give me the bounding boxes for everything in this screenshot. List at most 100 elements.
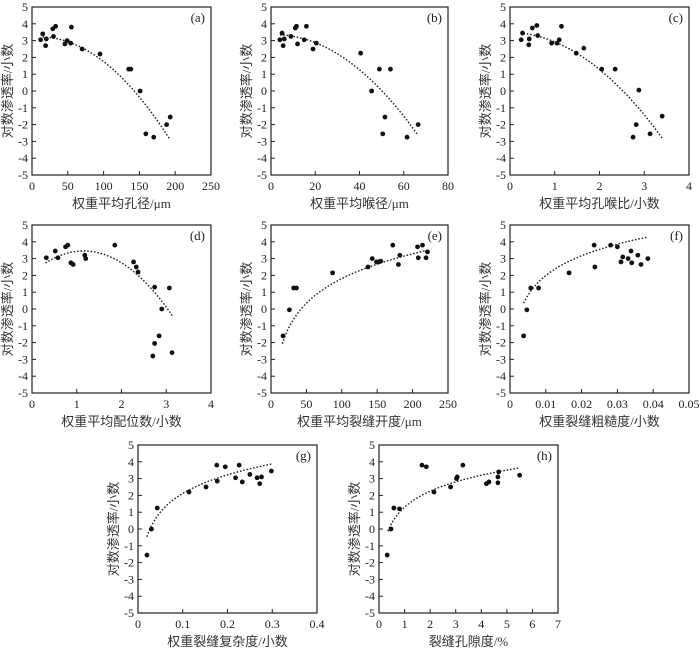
y-axis-label: 对数渗透率/小数 [478, 262, 493, 357]
y-tick-label: -3 [18, 134, 28, 148]
x-tick-label: 100 [333, 397, 351, 411]
data-point [495, 480, 501, 486]
x-tick-label: 0.1 [175, 617, 190, 631]
data-point [524, 307, 530, 313]
data-point [279, 30, 285, 36]
x-axis-label: 权重平均喉径/μm [310, 196, 409, 211]
data-point [268, 468, 274, 474]
y-tick-label: -3 [496, 352, 506, 366]
panel-label: (e) [428, 228, 442, 243]
x-tick-label: 2 [427, 617, 433, 631]
y-tick-label: -3 [257, 134, 267, 148]
y-tick-label: 4 [369, 455, 375, 469]
plot-frame [270, 224, 449, 394]
x-tick-label: 250 [439, 397, 457, 411]
y-tick-label: -2 [18, 336, 28, 350]
data-point [295, 41, 300, 47]
data-point [330, 270, 335, 276]
data-point [358, 50, 364, 56]
y-tick-label: 5 [261, 0, 267, 14]
y-tick-label: -4 [124, 589, 134, 603]
y-tick-label: 2 [128, 488, 134, 502]
y-tick-label: -1 [18, 319, 28, 333]
data-point [380, 131, 386, 137]
data-point [167, 114, 173, 120]
x-tick-label: 0 [29, 179, 35, 193]
data-point [612, 66, 618, 72]
subplot-e: 0 50 100 150 200 250 -5 -4 -3 -2 -1 0 1 2 3 4 5 权重平均裂缝开度/… [239, 218, 457, 429]
x-tick-label: 40 [354, 179, 366, 193]
y-tick-label: -1 [365, 539, 375, 553]
y-tick-label: 2 [261, 50, 267, 64]
y-tick-label: 3 [261, 34, 267, 48]
y-tick-label: -4 [18, 151, 28, 165]
data-point [159, 306, 165, 312]
data-point [615, 244, 620, 250]
subplot-g: 0 0.1 0.2 0.3 0.4 -5 -4 -3 -2 -1 0 1 2 3 4 5 权重裂缝复杂度/小数 对… [106, 438, 325, 649]
y-tick-label: -5 [124, 606, 134, 620]
y-tick-label: 2 [22, 50, 28, 64]
y-tick-label: 0 [22, 302, 28, 316]
subplot-b: 0 20 40 60 80 -5 -4 -3 -2 -1 0 1 2 3 4 5 权重平均喉径/μm 对数渗透率/… [239, 0, 454, 211]
x-tick-label: 150 [130, 179, 148, 193]
data-point [294, 285, 299, 291]
trend-line [279, 34, 418, 135]
data-point [79, 46, 85, 52]
data-point [630, 134, 636, 140]
y-axis-label: 对数渗透率/小数 [478, 44, 493, 139]
y-axis-label: 对数渗透率/小数 [0, 44, 15, 139]
data-point [517, 472, 523, 478]
trend-line [45, 250, 174, 318]
data-point [186, 489, 192, 495]
y-tick-label: 4 [500, 17, 506, 31]
data-point [486, 479, 492, 485]
data-point [388, 66, 393, 72]
y-tick-label: -1 [496, 319, 506, 333]
data-point [549, 40, 555, 46]
y-tick-label: 0 [22, 84, 28, 98]
data-point [301, 37, 307, 43]
x-tick-label: 0.02 [571, 397, 592, 411]
data-point [365, 264, 371, 270]
x-tick-label: 5 [504, 617, 510, 631]
x-tick-label: 1 [74, 397, 80, 411]
y-tick-label: 4 [22, 235, 28, 249]
x-tick-label: 2 [597, 179, 603, 193]
data-point [460, 462, 466, 468]
panel-label: (g) [296, 448, 311, 463]
x-tick-label: 0 [135, 617, 141, 631]
subplot-d: 0 1 2 3 4 -5 -4 -3 -2 -1 0 1 2 3 4 5 权重平均配位数/小数 对数渗透率/小数 (… [0, 218, 214, 429]
panel-label: (f) [670, 228, 683, 243]
x-tick-label: 2 [119, 397, 125, 411]
x-tick-label: 50 [300, 397, 312, 411]
data-point [396, 262, 401, 267]
data-point [236, 462, 242, 468]
data-point [618, 259, 624, 265]
data-point [591, 242, 597, 248]
y-tick-label: -4 [365, 589, 375, 603]
data-point [43, 255, 49, 261]
plot-frame [509, 6, 690, 176]
x-tick-label: 3 [641, 179, 647, 193]
data-point [280, 333, 286, 339]
data-point [43, 43, 49, 49]
y-tick-label: -1 [18, 101, 28, 115]
y-tick-label: 0 [500, 84, 506, 98]
y-tick-label: 5 [22, 218, 28, 232]
y-tick-label: -3 [18, 352, 28, 366]
data-point [149, 526, 154, 532]
data-point [369, 88, 375, 94]
y-tick-label: 3 [500, 34, 506, 48]
data-point [431, 489, 437, 495]
data-point [534, 23, 540, 28]
y-tick-label: 4 [261, 17, 267, 31]
data-point [526, 36, 532, 42]
data-point [169, 350, 175, 356]
panel-label: (d) [190, 228, 205, 243]
x-tick-label: 4 [208, 397, 214, 411]
y-tick-label: -5 [18, 168, 28, 182]
y-axis-label: 对数渗透率/小数 [239, 262, 254, 357]
y-tick-label: -5 [257, 168, 267, 182]
y-tick-label: 1 [261, 67, 267, 81]
